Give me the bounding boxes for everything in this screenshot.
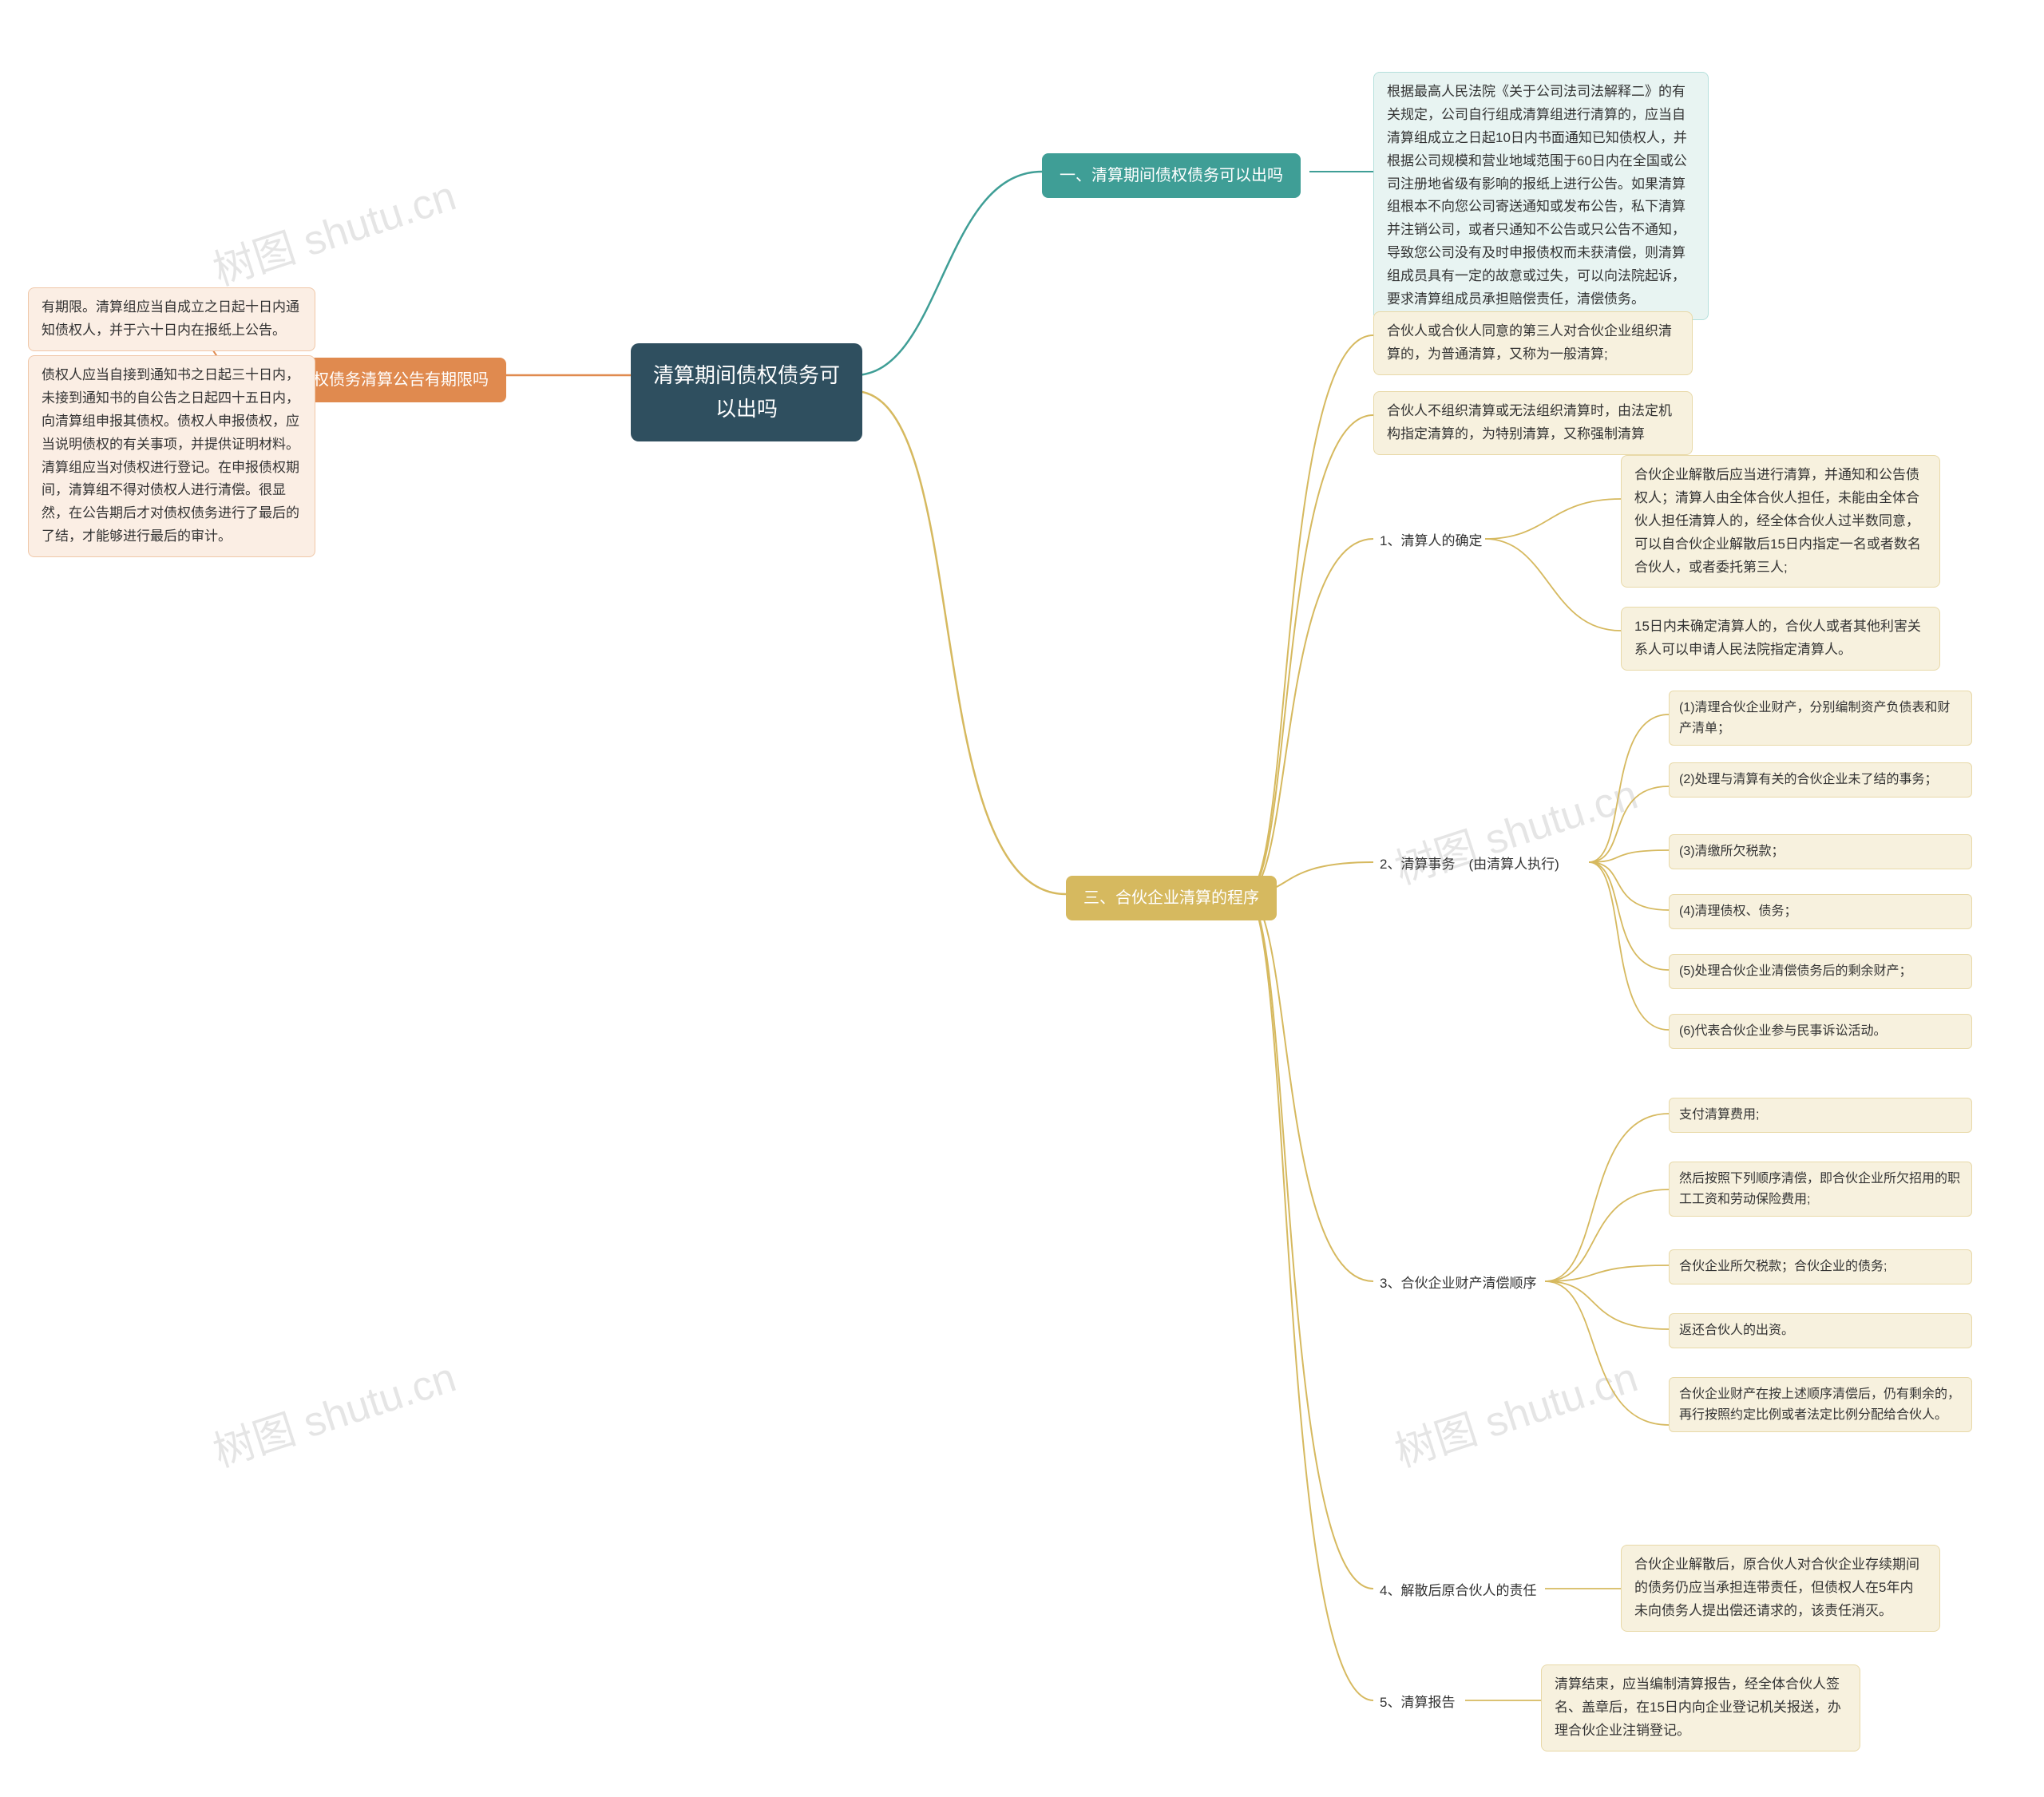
branch-3-sub1-label[interactable]: 1、清算人的确定: [1373, 527, 1488, 555]
watermark: 树图 shutu.cn: [204, 1344, 462, 1478]
root-node[interactable]: 清算期间债权债务可以出吗: [631, 343, 862, 441]
branch-3-sub2-label[interactable]: 2、清算事务 (由清算人执行): [1373, 850, 1566, 878]
watermark: 树图 shutu.cn: [204, 162, 462, 297]
branch-3-sub3-item-4: 合伙企业财产在按上述顺序清偿后，仍有剩余的，再行按照约定比例或者法定比例分配给合…: [1669, 1377, 1972, 1432]
branch-3-sub2-item-3: (4)清理债权、债务；: [1669, 894, 1972, 929]
branch-3-sub2-item-1: (2)处理与清算有关的合伙企业未了结的事务；: [1669, 762, 1972, 798]
branch-3-sub4-label[interactable]: 4、解散后原合伙人的责任: [1373, 1577, 1543, 1605]
branch-3-sub2-item-4: (5)处理合伙企业清偿债务后的剩余财产；: [1669, 954, 1972, 989]
branch-1-leaf: 根据最高人民法院《关于公司法司法解释二》的有关规定，公司自行组成清算组进行清算的…: [1373, 72, 1709, 320]
branch-3-sub5-leaf: 清算结束，应当编制清算报告，经全体合伙人签名、盖章后，在15日内向企业登记机关报…: [1541, 1664, 1860, 1751]
branch-3[interactable]: 三、合伙企业清算的程序: [1066, 876, 1277, 920]
branch-1[interactable]: 一、清算期间债权债务可以出吗: [1042, 153, 1301, 198]
branch-3-sub3-item-0: 支付清算费用;: [1669, 1098, 1972, 1133]
watermark: 树图 shutu.cn: [1386, 1344, 1644, 1478]
branch-3-sub2-item-2: (3)清缴所欠税款；: [1669, 834, 1972, 869]
branch-2-leaf-1: 有期限。清算组应当自成立之日起十日内通知债权人，并于六十日内在报纸上公告。: [28, 287, 315, 351]
branch-3-sub5-label[interactable]: 5、清算报告: [1373, 1688, 1461, 1716]
branch-3-sub1-leaf-1: 合伙企业解散后应当进行清算，并通知和公告债权人；清算人由全体合伙人担任，未能由全…: [1621, 455, 1940, 588]
branch-3-sub3-label[interactable]: 3、合伙企业财产清偿顺序: [1373, 1269, 1543, 1297]
branch-3-sub3-item-1: 然后按照下列顺序清偿，即合伙企业所欠招用的职工工资和劳动保险费用;: [1669, 1162, 1972, 1217]
branch-3-leaf-a: 合伙人或合伙人同意的第三人对合伙企业组织清算的，为普通清算，又称为一般清算;: [1373, 311, 1693, 375]
branch-3-sub2-item-5: (6)代表合伙企业参与民事诉讼活动。: [1669, 1014, 1972, 1049]
branch-3-sub3-item-3: 返还合伙人的出资。: [1669, 1313, 1972, 1348]
branch-3-leaf-b: 合伙人不组织清算或无法组织清算时，由法定机构指定清算的，为特别清算，又称强制清算: [1373, 391, 1693, 455]
branch-3-sub2-item-0: (1)清理合伙企业财产，分别编制资产负债表和财产清单；: [1669, 691, 1972, 746]
branch-3-sub4-leaf: 合伙企业解散后，原合伙人对合伙企业存续期间的债务仍应当承担连带责任，但债权人在5…: [1621, 1545, 1940, 1632]
branch-2-leaf-2: 债权人应当自接到通知书之日起三十日内，未接到通知书的自公告之日起四十五日内，向清…: [28, 355, 315, 557]
branch-3-sub3-item-2: 合伙企业所欠税款；合伙企业的债务;: [1669, 1249, 1972, 1284]
branch-3-sub1-leaf-2: 15日内未确定清算人的，合伙人或者其他利害关系人可以申请人民法院指定清算人。: [1621, 607, 1940, 671]
